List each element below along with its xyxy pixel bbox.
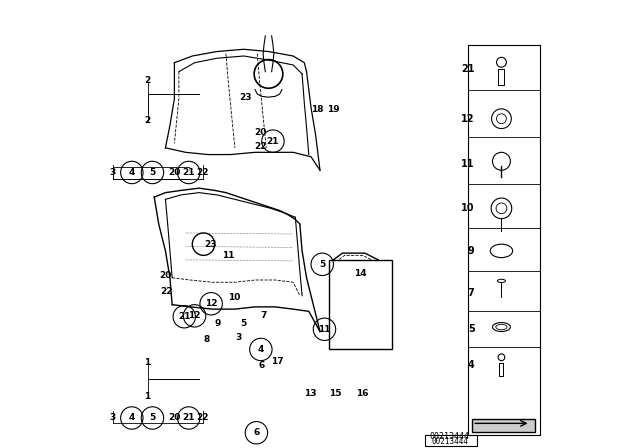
Text: 22: 22	[196, 168, 209, 177]
Text: 7: 7	[468, 289, 475, 298]
Text: 3: 3	[109, 414, 116, 422]
Text: 11: 11	[222, 251, 234, 260]
Text: 8: 8	[204, 335, 210, 344]
Text: 5: 5	[319, 260, 325, 269]
FancyBboxPatch shape	[472, 419, 535, 432]
Text: 20: 20	[159, 271, 172, 280]
Text: 12: 12	[188, 311, 201, 320]
Text: 21: 21	[182, 414, 195, 422]
Text: 21: 21	[178, 312, 191, 321]
Text: 16: 16	[356, 389, 369, 398]
Text: 5: 5	[468, 324, 475, 334]
Text: 9: 9	[468, 246, 475, 256]
Text: 11: 11	[461, 159, 475, 168]
Text: 21: 21	[267, 137, 279, 146]
Text: 20: 20	[168, 168, 180, 177]
Text: 21: 21	[461, 65, 475, 74]
Text: 18: 18	[310, 105, 323, 114]
Text: 5: 5	[240, 319, 246, 328]
Text: 10: 10	[461, 203, 475, 213]
Text: 00213444: 00213444	[430, 432, 470, 441]
Text: 5: 5	[149, 168, 156, 177]
FancyBboxPatch shape	[329, 260, 392, 349]
Text: 22: 22	[196, 414, 209, 422]
Text: 14: 14	[354, 269, 367, 278]
Text: 9: 9	[214, 319, 221, 328]
Text: 11: 11	[318, 325, 331, 334]
Text: 21: 21	[182, 168, 195, 177]
Text: 3: 3	[236, 333, 241, 342]
Text: 2: 2	[145, 76, 150, 85]
Text: 12: 12	[461, 114, 475, 124]
Text: 19: 19	[327, 105, 340, 114]
Text: 20: 20	[168, 414, 180, 422]
Text: 13: 13	[304, 389, 316, 398]
Text: 4: 4	[468, 360, 475, 370]
Text: 22: 22	[255, 142, 267, 151]
Text: 1: 1	[145, 392, 150, 401]
Text: 12: 12	[205, 299, 218, 308]
Text: 7: 7	[261, 311, 267, 320]
Text: 4: 4	[258, 345, 264, 354]
Text: 6: 6	[253, 428, 259, 437]
Text: 23: 23	[204, 240, 216, 249]
Text: 6: 6	[259, 361, 265, 370]
Text: 15: 15	[330, 389, 342, 398]
FancyBboxPatch shape	[425, 435, 477, 446]
Text: 4: 4	[129, 168, 135, 177]
Text: 5: 5	[149, 414, 156, 422]
Text: 2: 2	[145, 116, 150, 125]
Text: 22: 22	[160, 287, 173, 296]
Text: 1: 1	[145, 358, 150, 367]
Text: 3: 3	[109, 168, 116, 177]
Text: 00213444: 00213444	[432, 437, 469, 446]
Text: 20: 20	[255, 128, 267, 137]
Text: 4: 4	[129, 414, 135, 422]
Text: 10: 10	[228, 293, 240, 302]
Text: 23: 23	[239, 93, 252, 102]
Text: 17: 17	[271, 357, 284, 366]
